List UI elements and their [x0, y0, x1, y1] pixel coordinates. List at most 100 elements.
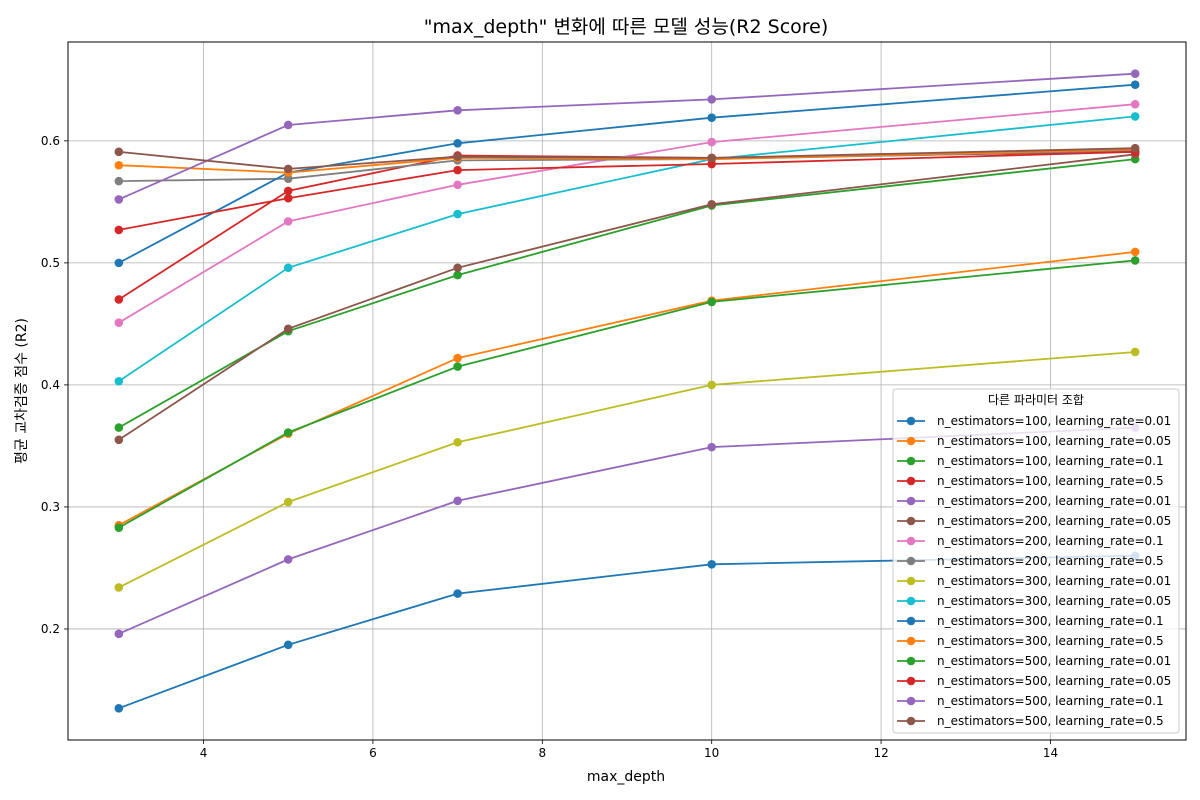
series-14 [114, 147, 1140, 235]
data-point [453, 209, 462, 219]
legend-marker [906, 436, 916, 446]
legend-marker [906, 596, 916, 606]
data-point [283, 428, 293, 437]
legend-marker [906, 556, 916, 566]
data-point [283, 193, 293, 203]
series-line [118, 148, 1136, 174]
data-point [114, 435, 124, 445]
legend-entry: n_estimators=500, learning_rate=0.05 [897, 674, 1171, 688]
legend-label: n_estimators=500, learning_rate=0.5 [937, 714, 1164, 728]
data-point [707, 559, 716, 569]
legend-title: 다른 파라미터 조합 [988, 393, 1084, 407]
legend-label: n_estimators=200, learning_rate=0.5 [937, 554, 1164, 568]
legend-entry: n_estimators=500, learning_rate=0.1 [897, 694, 1164, 708]
data-point [453, 362, 462, 371]
series-line [118, 158, 1136, 429]
data-point [114, 376, 124, 386]
data-point [114, 318, 124, 327]
data-point [1130, 143, 1140, 153]
legend-entry: n_estimators=200, learning_rate=0.1 [897, 534, 1164, 548]
data-point [1130, 256, 1140, 265]
data-point [1130, 69, 1140, 79]
series-line [118, 72, 1136, 201]
legend-marker [906, 576, 916, 586]
legend-entry: n_estimators=300, learning_rate=0.05 [897, 594, 1171, 608]
x-tick-label: 12 [873, 746, 888, 760]
legend-label: n_estimators=300, learning_rate=0.1 [937, 614, 1164, 628]
legend-label: n_estimators=500, learning_rate=0.05 [937, 674, 1171, 688]
data-point [707, 442, 716, 452]
legend-entry: n_estimators=100, learning_rate=0.5 [897, 474, 1164, 488]
legend-entry: n_estimators=200, learning_rate=0.01 [897, 494, 1171, 508]
data-point [453, 437, 462, 447]
legend-label: n_estimators=500, learning_rate=0.01 [937, 654, 1171, 668]
legend-marker [906, 456, 916, 466]
legend-label: n_estimators=100, learning_rate=0.01 [937, 414, 1171, 428]
series-13 [114, 256, 1140, 532]
data-point [453, 270, 462, 280]
data-point [114, 147, 124, 157]
data-point [1130, 347, 1140, 357]
data-point [114, 295, 124, 304]
data-point [453, 106, 462, 115]
legend-marker [906, 656, 916, 666]
data-point [707, 199, 716, 209]
data-point [114, 225, 124, 235]
data-point [453, 263, 462, 273]
data-point [114, 583, 124, 592]
data-point [707, 153, 716, 163]
legend-label: n_estimators=100, learning_rate=0.05 [937, 434, 1171, 448]
legend-label: n_estimators=300, learning_rate=0.5 [937, 634, 1164, 648]
legend-entry: n_estimators=100, learning_rate=0.01 [897, 414, 1171, 428]
legend-label: n_estimators=200, learning_rate=0.05 [937, 514, 1171, 528]
data-point [453, 353, 462, 363]
x-axis-label: max_depth [587, 769, 665, 785]
series-15 [114, 69, 1140, 204]
series-layer [114, 69, 1140, 713]
x-tick-label: 8 [538, 746, 546, 760]
legend-entry: n_estimators=200, learning_rate=0.5 [897, 554, 1164, 568]
data-point [283, 186, 293, 196]
y-axis-label: 평균 교차검증 점수 (R2) [14, 318, 30, 464]
data-point [453, 496, 462, 506]
data-point [114, 629, 124, 639]
data-point [283, 164, 293, 174]
data-point [453, 165, 462, 175]
x-tick-label: 6 [369, 746, 377, 760]
data-point [114, 523, 124, 532]
legend-label: n_estimators=100, learning_rate=0.5 [937, 474, 1164, 488]
plot-frame [67, 41, 1187, 741]
legend-label: n_estimators=200, learning_rate=0.1 [937, 534, 1164, 548]
data-point [114, 176, 124, 186]
data-point [1130, 247, 1140, 257]
legend-items: n_estimators=100, learning_rate=0.01 n_es… [897, 414, 1171, 728]
data-point [283, 640, 293, 650]
legend-marker [906, 696, 916, 706]
data-point [707, 113, 716, 122]
series-1 [114, 551, 1140, 713]
data-point [707, 95, 716, 104]
data-point [283, 324, 293, 334]
data-point [283, 120, 293, 130]
legend-marker [906, 416, 916, 426]
legend-marker [906, 536, 916, 546]
legend-label: n_estimators=300, learning_rate=0.01 [937, 574, 1171, 588]
legend-entry: n_estimators=100, learning_rate=0.05 [897, 434, 1171, 448]
y-tick-label: 0.3 [41, 500, 60, 514]
series-11 [114, 80, 1140, 268]
series-6 [114, 149, 1140, 445]
data-point [707, 159, 716, 169]
y-tick-label: 0.5 [41, 256, 60, 270]
series-line [118, 103, 1136, 324]
legend-label: n_estimators=500, learning_rate=0.1 [937, 694, 1164, 708]
series-line [118, 150, 1136, 231]
series-10 [114, 112, 1140, 386]
x-axis-ticks: 4 6 8 10 12 14 [200, 740, 1058, 760]
legend-label: n_estimators=100, learning_rate=0.1 [937, 454, 1164, 468]
legend-label: n_estimators=300, learning_rate=0.05 [937, 594, 1171, 608]
legend-entry: n_estimators=300, learning_rate=0.01 [897, 574, 1171, 588]
data-point [707, 137, 716, 147]
legend-entry: n_estimators=300, learning_rate=0.1 [897, 614, 1164, 628]
data-point [114, 160, 124, 170]
series-9 [114, 347, 1140, 592]
